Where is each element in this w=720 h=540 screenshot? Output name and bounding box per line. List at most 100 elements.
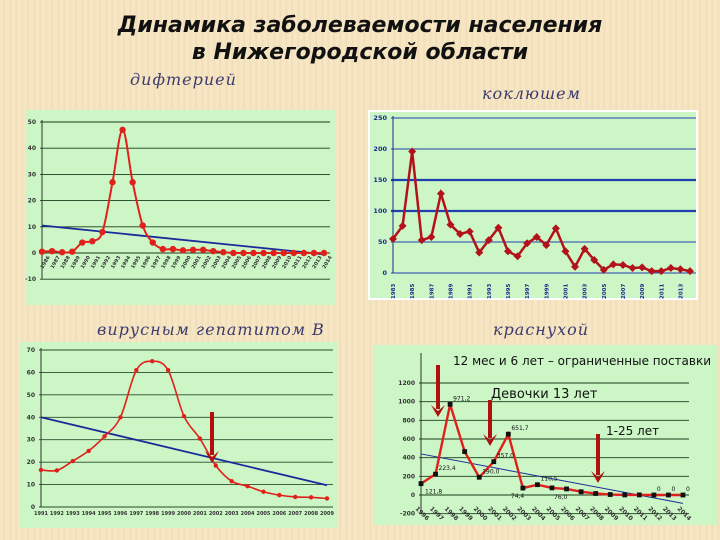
diphtheria-data-point — [99, 228, 106, 236]
rubella-x-tick-label: 1996 — [414, 505, 431, 522]
hepatitis_b-x-tick-label: 2005 — [256, 511, 270, 517]
pertussis-data-point — [628, 264, 637, 273]
diphtheria-data-point — [220, 249, 227, 256]
diphtheria-y-tick-label: 10 — [28, 224, 36, 231]
hepatitis_b-y-tick-label: 10 — [27, 482, 35, 489]
pertussis-x-tick-label: 2009 — [640, 284, 646, 299]
pertussis-data-point — [494, 223, 503, 232]
hepatitis_b-y-tick-label: 20 — [27, 459, 35, 466]
hepatitis_b-data-point — [277, 492, 282, 498]
hepatitis_b-series-line — [40, 360, 328, 500]
pertussis-x-tick-label: 2007 — [621, 284, 627, 299]
title-line-1: Динамика заболеваемости населения — [117, 13, 603, 38]
pertussis-x-tick-label: 1983 — [391, 284, 397, 299]
rubella-data-label: 190,0 — [482, 468, 499, 475]
hepatitis_b-x-tick-label: 1997 — [129, 511, 143, 517]
hepatitis_b-x-tick-label: 2009 — [320, 511, 334, 517]
rubella-arrow-2-icon — [483, 400, 497, 446]
diphtheria-data-point — [199, 246, 207, 254]
rubella-data-point — [520, 485, 526, 491]
pertussis-data-point — [417, 236, 426, 245]
rubella-arrow-3-icon — [591, 434, 605, 483]
hepatitis_b-y-tick-label: 0 — [31, 504, 35, 511]
hepatitis_b-x-tick-label: 1992 — [50, 511, 64, 517]
rubella-data-point — [564, 486, 569, 492]
rubella-data-label: 971,2 — [453, 395, 470, 402]
hepatitis_b-x-tick-label: 2007 — [288, 511, 302, 517]
diphtheria-data-point — [159, 245, 167, 253]
slide-title: Динамика заболеваемости населения в Ниже… — [0, 12, 720, 66]
hepatitis_b-data-point — [165, 367, 171, 373]
hepatitis_b-data-point — [118, 415, 123, 420]
rubella-arrow-1-icon — [431, 365, 445, 417]
hepatitis_b-data-point — [70, 458, 75, 464]
diphtheria-data-point — [189, 246, 197, 254]
pertussis-data-point — [638, 263, 647, 272]
diphtheria-data-point — [109, 179, 116, 186]
hepatitis_b-x-tick-label: 1995 — [98, 511, 112, 517]
rubella-y-tick-label: -200 — [400, 511, 415, 518]
rubella-data-label: 0 — [686, 486, 690, 493]
diphtheria-data-point — [310, 249, 318, 257]
diphtheria-chart-panel — [25, 110, 335, 305]
diphtheria-y-tick-label: 20 — [28, 198, 36, 205]
diphtheria-data-point — [260, 249, 267, 257]
rubella-y-tick-label: 1200 — [398, 380, 415, 387]
diphtheria-y-tick-label: 50 — [28, 119, 36, 126]
subtitle-pertussis: коклюшем — [482, 84, 581, 103]
rubella-data-point — [462, 449, 468, 454]
hepatitis_b-x-tick-label: 1994 — [82, 511, 96, 517]
diphtheria-data-point — [89, 238, 96, 245]
pertussis-x-tick-label: 2005 — [602, 284, 608, 299]
hepatitis_b-data-point — [86, 448, 91, 454]
rubella-y-tick-label: 400 — [402, 455, 415, 462]
hepatitis_b-data-point — [245, 483, 250, 489]
hepatitis-vaccination-arrow-icon — [205, 412, 219, 463]
pertussis-data-point — [532, 233, 541, 242]
pertussis-data-point — [465, 227, 474, 236]
hepatitis_b-data-point — [102, 434, 107, 439]
pertussis-y-tick-label: 50 — [378, 238, 388, 246]
hepatitis_b-trend-line — [40, 416, 328, 487]
hepatitis_b-x-tick-label: 2003 — [225, 511, 239, 517]
rubella-data-label: 0 — [657, 486, 661, 493]
hepatitis_b-x-tick-label: 1998 — [145, 511, 159, 517]
pertussis-data-point — [503, 247, 512, 256]
hepatitis_b-y-tick-label: 60 — [27, 369, 35, 376]
pertussis-data-point — [542, 241, 551, 250]
pertussis-data-point — [389, 234, 397, 243]
rubella-data-point — [680, 492, 686, 498]
pertussis-data-point — [513, 252, 522, 261]
hepatitis_b-data-point — [38, 467, 44, 473]
pertussis-data-point — [427, 233, 436, 242]
rubella-data-label: 121,8 — [425, 489, 442, 496]
diphtheria-data-point — [149, 239, 156, 246]
pertussis-y-tick-label: 250 — [373, 114, 387, 122]
pertussis-data-point — [408, 147, 417, 156]
hepatitis_b-y-tick-label: 70 — [27, 347, 35, 354]
rubella-y-tick-label: 600 — [402, 436, 415, 443]
rubella-data-point — [651, 492, 657, 498]
pertussis-data-point — [456, 229, 465, 238]
rubella-data-point — [505, 431, 511, 437]
pertussis-data-point — [609, 260, 618, 269]
rubella-data-label: 110,5 — [540, 476, 557, 483]
pertussis-data-point — [676, 265, 685, 274]
diphtheria-data-point — [179, 247, 187, 254]
rubella-chart: -200020040060080010001200199619971998199… — [398, 353, 692, 522]
pertussis-x-tick-label: 1997 — [525, 284, 531, 299]
diphtheria-data-point — [280, 249, 287, 257]
rubella-data-point — [578, 489, 584, 495]
subtitle-hepatitis-b: вирусным гепатитом В — [97, 320, 325, 339]
pertussis-x-tick-label: 1987 — [429, 284, 435, 299]
pertussis-data-point — [599, 265, 608, 274]
hepatitis_b-data-point — [308, 495, 314, 500]
rubella-data-point — [418, 481, 424, 487]
pertussis-y-tick-label: 200 — [373, 145, 387, 153]
diphtheria-data-point — [230, 249, 237, 257]
diphtheria-y-tick-label: 0 — [32, 250, 36, 257]
rubella-y-tick-label: 0 — [411, 492, 415, 499]
pertussis-y-tick-label: 0 — [382, 269, 387, 277]
